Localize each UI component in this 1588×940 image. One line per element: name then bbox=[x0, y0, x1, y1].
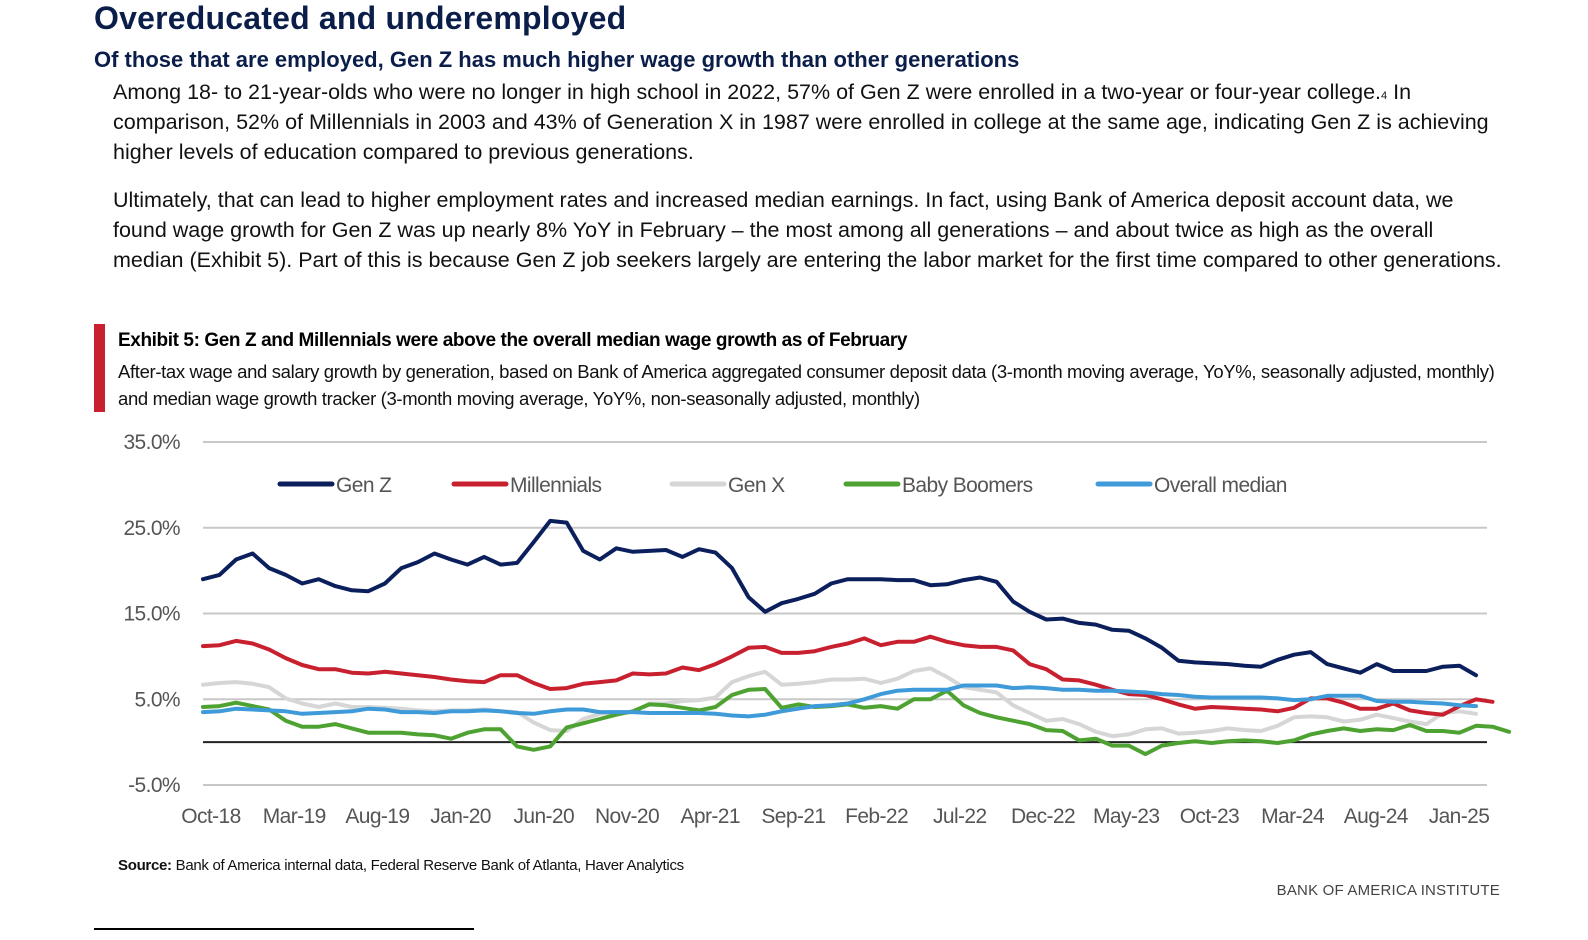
y-tick-label: 25.0% bbox=[123, 517, 180, 540]
wage-growth-line-chart: 35.0% 25.0% 15.0% 5.0% -5.0% Oct-18 Mar-19 Aug… bbox=[123, 431, 1512, 828]
paragraph-education: Among 18- to 21-year-olds who were no lo… bbox=[113, 77, 1508, 167]
exhibit-subtitle: After-tax wage and salary growth by gene… bbox=[118, 361, 1495, 409]
x-tick-label: Jun-20 bbox=[513, 805, 574, 828]
x-axis-ticks: Oct-18 Mar-19 Aug-19 Jan-20 Jun-20 Nov-20 Apr-… bbox=[181, 805, 1490, 828]
source-note: Source: Bank of America internal data, F… bbox=[118, 857, 684, 874]
series-line-gen-x bbox=[201, 666, 1478, 739]
chart-series bbox=[201, 518, 1512, 757]
paragraph-education-part1: Among 18- to 21-year-olds who were no lo… bbox=[113, 80, 1381, 104]
y-axis-ticks: 35.0% 25.0% 15.0% 5.0% -5.0% bbox=[123, 431, 180, 797]
x-tick-label: Dec-22 bbox=[1011, 805, 1075, 828]
x-tick-label: Jan-25 bbox=[1429, 805, 1490, 828]
chart-legend: Gen Z Millennials Gen X Baby Boomers Overall… bbox=[277, 474, 1287, 497]
series-line-gen-z bbox=[201, 518, 1478, 678]
legend-label-baby-boomers: Baby Boomers bbox=[902, 474, 1033, 497]
y-tick-label: 15.0% bbox=[123, 603, 180, 626]
x-tick-label: Aug-24 bbox=[1344, 805, 1409, 828]
legend-label-gen-z: Gen Z bbox=[336, 474, 392, 497]
exhibit-accent-bar bbox=[94, 324, 105, 412]
series-line-millennials bbox=[201, 634, 1495, 717]
x-tick-label: Jan-20 bbox=[430, 805, 491, 828]
x-tick-label: Apr-21 bbox=[680, 805, 739, 828]
x-tick-label: Nov-20 bbox=[595, 805, 659, 828]
page-subtitle: Of those that are employed, Gen Z has mu… bbox=[94, 47, 1020, 72]
paragraph-wage-growth: Ultimately, that can lead to higher empl… bbox=[113, 188, 1502, 272]
y-tick-label: 5.0% bbox=[135, 688, 180, 711]
paragraph-education-part2: In comparison, 52% of Millennials in 200… bbox=[113, 80, 1489, 164]
x-tick-label: Sep-21 bbox=[761, 805, 825, 828]
source-label: Source: bbox=[118, 857, 172, 874]
x-tick-label: Mar-24 bbox=[1261, 805, 1325, 828]
page-title: Overeducated and underemployed bbox=[94, 0, 627, 36]
y-tick-label: -5.0% bbox=[128, 774, 180, 797]
footnote-ref[interactable]: 4 bbox=[1381, 90, 1388, 102]
exhibit-title: Exhibit 5: Gen Z and Millennials were ab… bbox=[118, 330, 907, 351]
series-line-overall-median bbox=[201, 683, 1478, 719]
y-tick-label: 35.0% bbox=[123, 431, 180, 454]
series-line-baby-boomers bbox=[201, 687, 1512, 757]
legend-label-overall-median: Overall median bbox=[1154, 474, 1287, 497]
brand-label: BANK OF AMERICA INSTITUTE bbox=[1276, 882, 1500, 899]
legend-label-millennials: Millennials bbox=[510, 474, 602, 497]
x-tick-label: Jul-22 bbox=[933, 805, 987, 828]
source-text: Bank of America internal data, Federal R… bbox=[171, 857, 685, 874]
legend-label-gen-x: Gen X bbox=[728, 474, 785, 497]
x-tick-label: Oct-23 bbox=[1180, 805, 1239, 828]
x-tick-label: May-23 bbox=[1093, 805, 1159, 828]
x-tick-label: Mar-19 bbox=[263, 805, 326, 828]
footnote-divider bbox=[94, 928, 474, 930]
x-tick-label: Feb-22 bbox=[845, 805, 908, 828]
x-tick-label: Aug-19 bbox=[345, 805, 409, 828]
x-tick-label: Oct-18 bbox=[181, 805, 240, 828]
